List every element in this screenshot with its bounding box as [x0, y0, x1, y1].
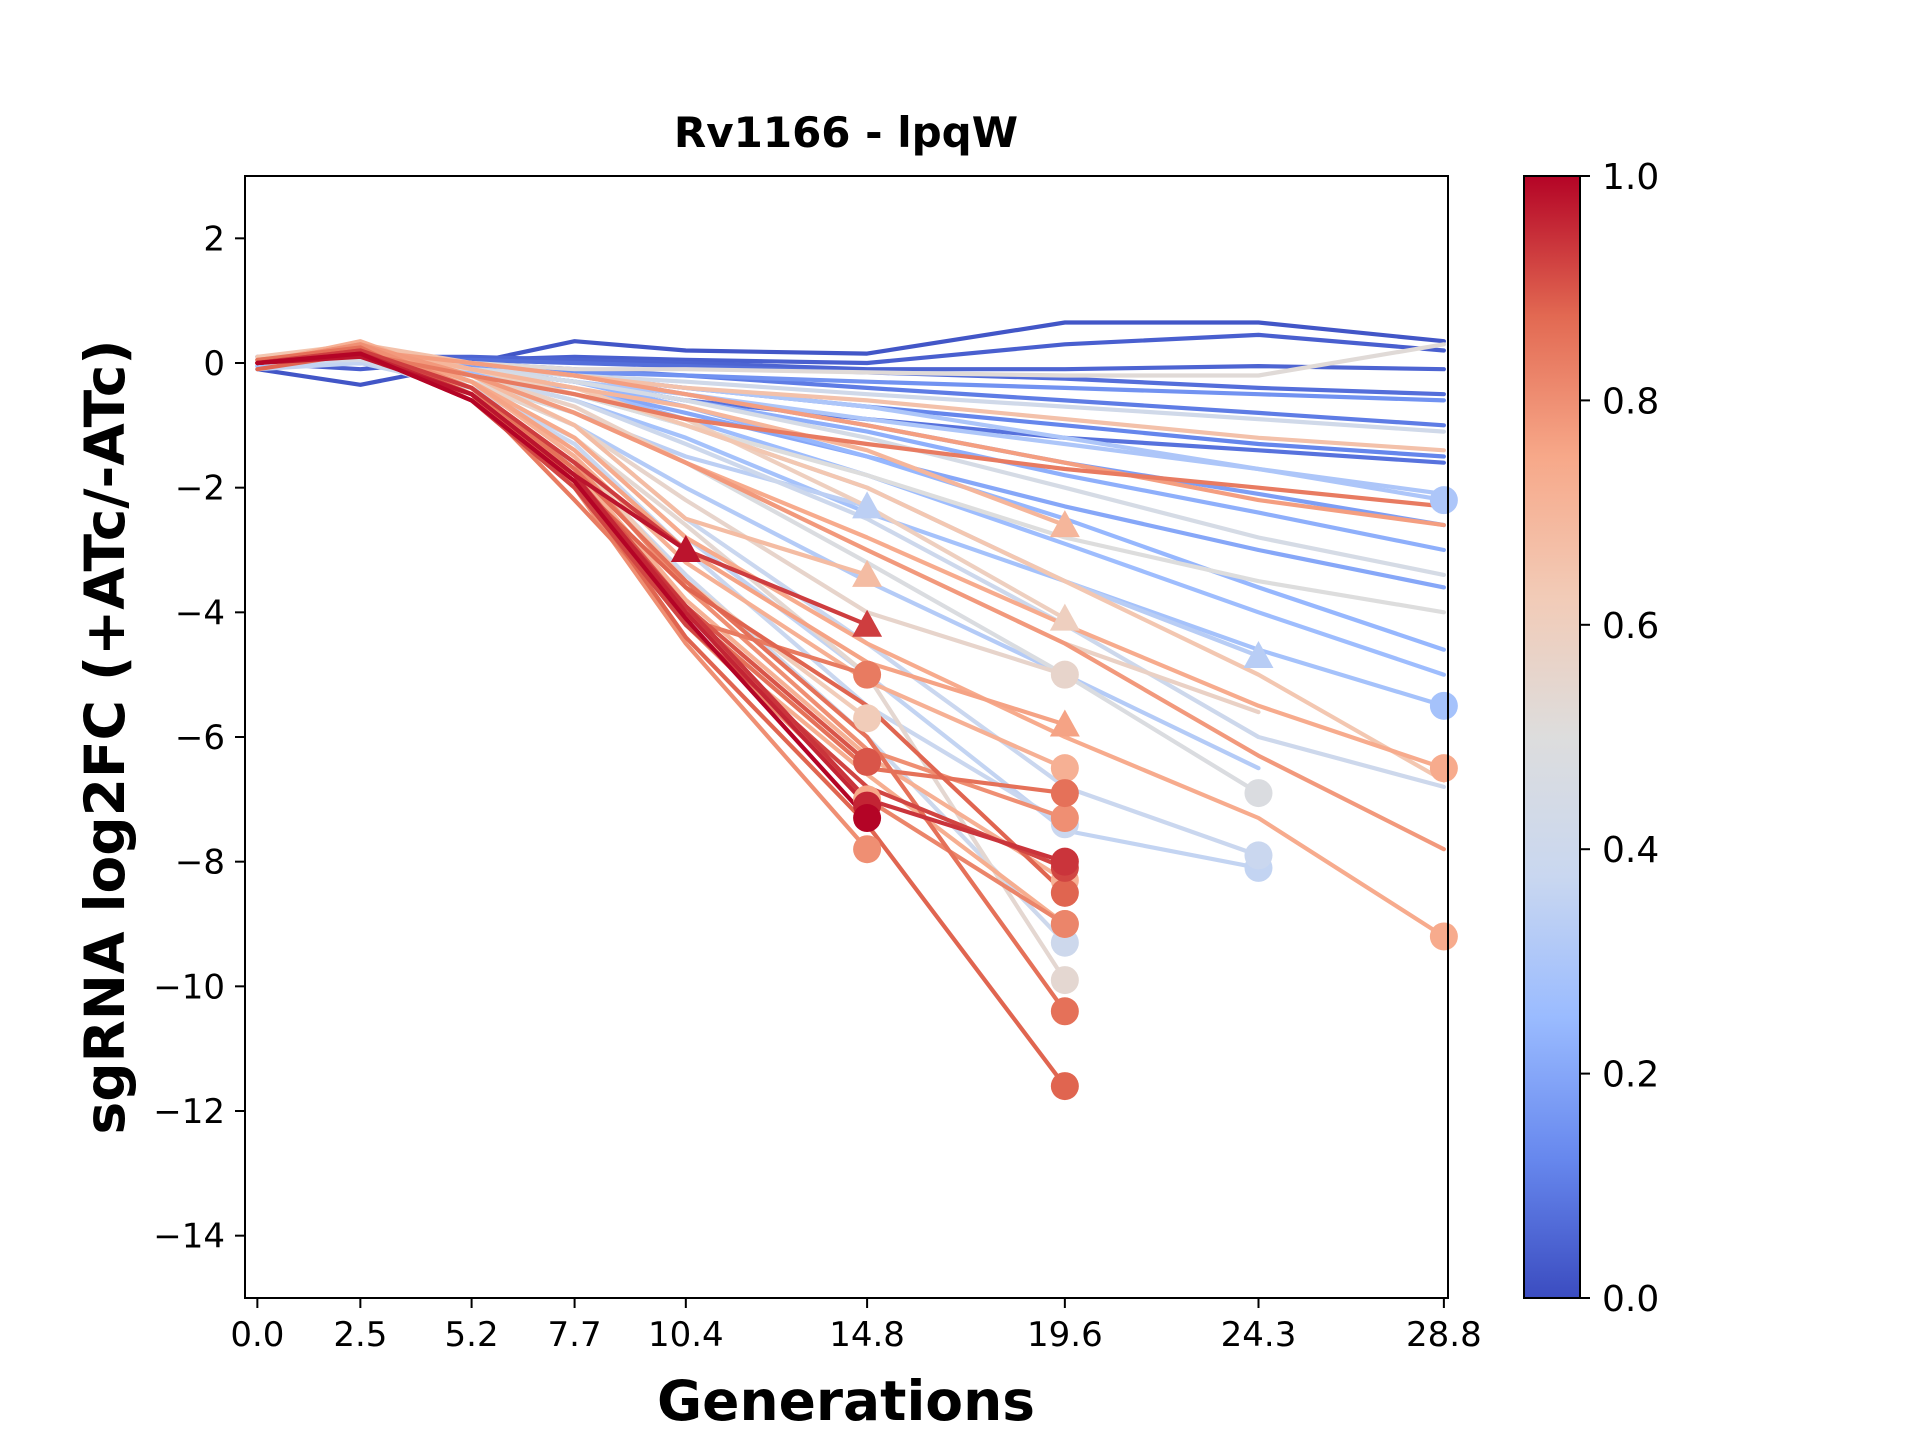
series-line-34: [255, 342, 1447, 783]
series-marker-18: [852, 491, 883, 519]
colorbar-tick-label-4: 0.8: [1602, 381, 1659, 422]
series-marker-49: [1050, 910, 1079, 938]
colorbar-tick-label-5: 1.0: [1602, 157, 1659, 198]
y-tick-label-0: 2: [203, 219, 225, 259]
x-tick-label-1: 2.5: [333, 1315, 387, 1355]
y-tick-label-8: −14: [153, 1217, 225, 1257]
y-tick-label-3: −4: [175, 593, 225, 633]
y-axis: 2 0 −2 −4 −6 −8 −10 −12 −14: [153, 219, 245, 1257]
series-layer: [255, 320, 1447, 1089]
series-marker-47: [853, 835, 882, 864]
colorbar: [1523, 175, 1581, 1299]
x-tick-label-4: 10.4: [648, 1315, 724, 1355]
series-marker-37: [1049, 510, 1080, 538]
series-marker-53: [1050, 997, 1079, 1026]
x-tick-label-7: 24.3: [1221, 1315, 1297, 1355]
series-marker-59: [1050, 847, 1079, 876]
series-line-54: [255, 348, 1068, 1089]
series-marker-48: [1050, 804, 1079, 833]
colorbar-tick-label-1: 0.2: [1602, 1055, 1659, 1096]
chart-title: Rv1166 - lpqW: [674, 108, 1018, 157]
y-tick-label-4: −6: [175, 718, 225, 758]
y-tick-label-7: −12: [153, 1092, 225, 1132]
series-line-35: [255, 342, 1447, 453]
series-marker-56: [853, 747, 882, 776]
x-tick-label-0: 0.0: [230, 1315, 284, 1355]
series-line-0: [255, 320, 1447, 387]
x-tick-label-2: 5.2: [445, 1315, 499, 1355]
series-marker-15: [1429, 486, 1458, 515]
series-marker-62: [853, 804, 882, 833]
series-marker-32: [1049, 603, 1080, 631]
marker-layer: [670, 486, 1458, 1101]
series-line-61: [255, 354, 688, 553]
series-marker-58: [852, 609, 883, 637]
series-marker-33: [853, 704, 882, 733]
x-tick-label-8: 28.8: [1406, 1315, 1482, 1355]
colorbar-tick-label-3: 0.6: [1602, 606, 1659, 647]
series-line-12: [255, 360, 1447, 677]
series-marker-61: [670, 535, 701, 562]
x-tick-label-5: 14.8: [829, 1315, 905, 1355]
series-marker-29: [1050, 966, 1079, 995]
series-marker-36: [852, 559, 883, 587]
colorbar-tick-label-0: 0.0: [1602, 1279, 1659, 1320]
series-marker-42: [1429, 922, 1458, 951]
y-tick-label-2: −2: [175, 469, 225, 509]
series-marker-21: [1244, 841, 1273, 870]
series-marker-50: [853, 660, 882, 689]
series-marker-52: [1050, 779, 1079, 808]
series-marker-17: [1243, 640, 1274, 668]
series-marker-54: [1050, 1072, 1079, 1101]
series-marker-39: [1050, 754, 1079, 783]
x-tick-label-3: 7.7: [548, 1315, 602, 1355]
x-axis-label: Generations: [657, 1369, 1035, 1433]
colorbar-tick-label-2: 0.4: [1602, 830, 1659, 871]
series-marker-30: [1050, 660, 1079, 689]
x-axis: 0.0 2.5 5.2 7.7 10.4 14.8 19.6 24.3 28.8: [230, 1298, 1482, 1355]
y-axis-label: sgRNA log2FC (+ATc/-ATc): [73, 339, 137, 1134]
y-tick-label-5: −8: [175, 843, 225, 883]
series-line-46: [255, 342, 1447, 852]
series-marker-13: [1429, 691, 1458, 720]
y-tick-label-1: 0: [203, 344, 225, 384]
x-tick-label-6: 19.6: [1027, 1315, 1103, 1355]
series-line-16: [255, 354, 1261, 771]
series-line-58: [255, 348, 870, 627]
colorbar-axis: 0.0 0.2 0.4 0.6 0.8 1.0: [1580, 157, 1659, 1320]
series-marker-41: [1429, 754, 1458, 783]
series-marker-44: [1049, 709, 1080, 737]
y-tick-label-6: −10: [153, 967, 225, 1007]
series-marker-26: [1244, 779, 1273, 808]
series-line-62: [255, 351, 870, 821]
series-marker-55: [1050, 878, 1079, 907]
